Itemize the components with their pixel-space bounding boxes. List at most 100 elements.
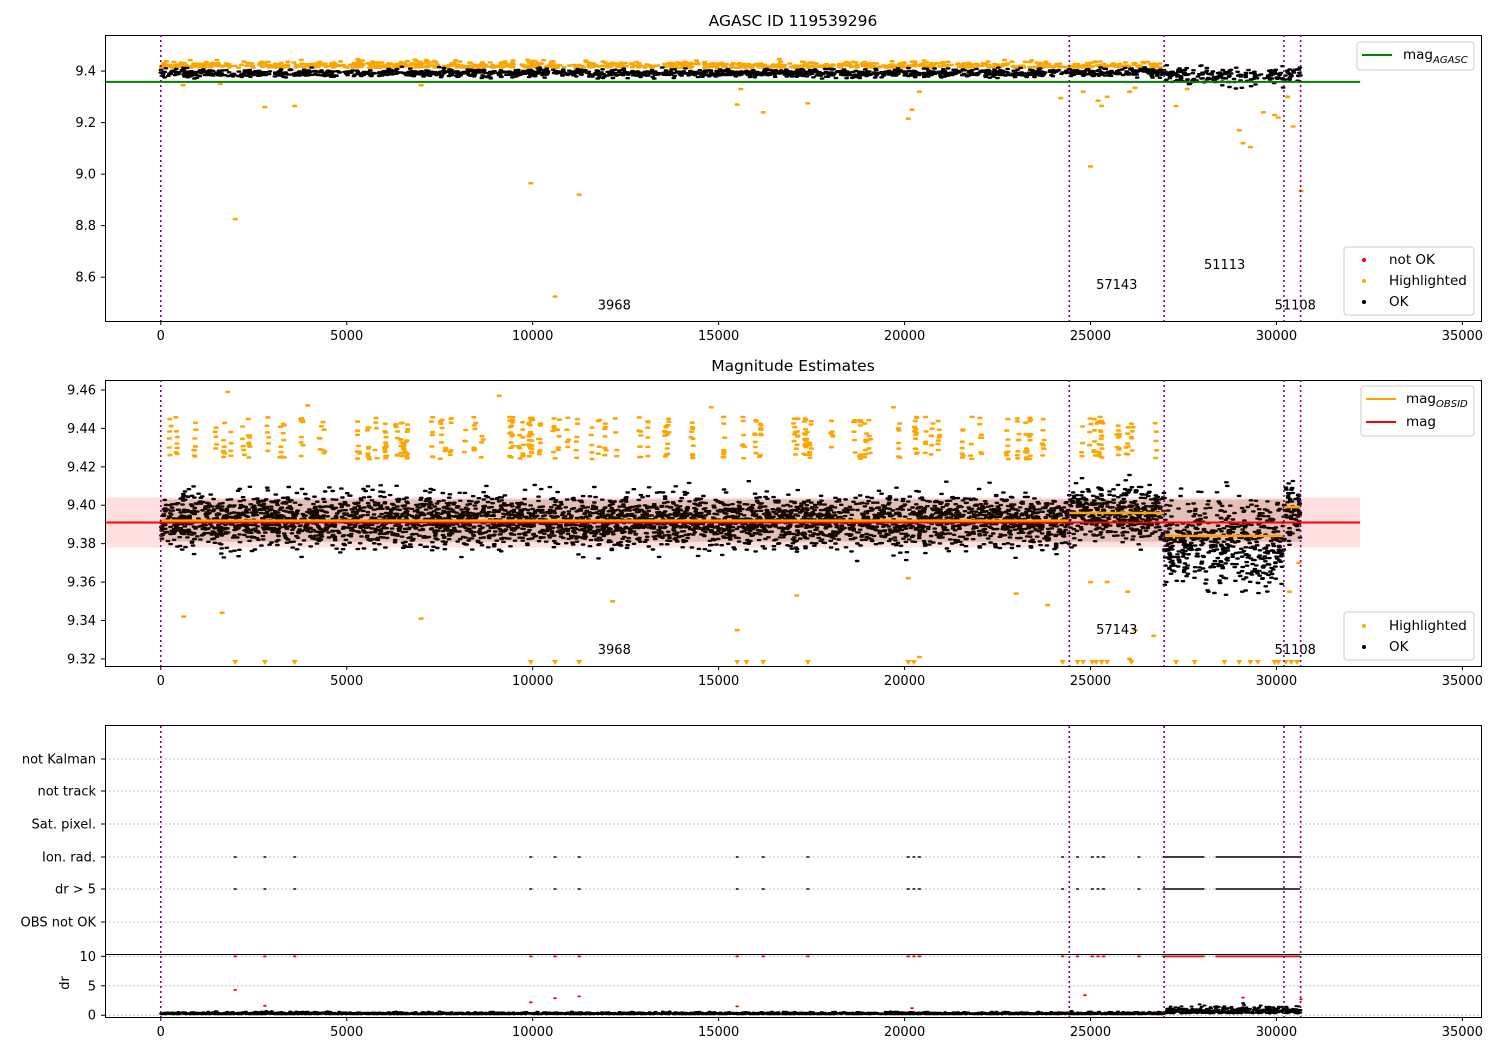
legend-label-not-ok: not OK: [1389, 252, 1436, 268]
panel-flags: not Kalman not track Sat. pixel. Ion. rad. d…: [21, 725, 1482, 955]
y-tick-label: 5: [88, 979, 96, 994]
legend-label-ok-2: OK: [1389, 639, 1410, 655]
clipped-marker: [1098, 660, 1105, 665]
clipped-marker: [910, 660, 917, 665]
x-tick-label: 10000: [512, 1025, 553, 1040]
x-tick-label: 25000: [1070, 674, 1111, 689]
panel-dr-frame: [105, 954, 1482, 1018]
flag-label: Ion. rad.: [42, 851, 96, 866]
panel-magnitude-frame: [105, 380, 1482, 667]
x-tick-label: 5000: [330, 329, 363, 344]
flag-markers: [233, 856, 1301, 890]
x-tick-label: 5000: [330, 674, 363, 689]
legend-dot-ok-2: [1362, 645, 1366, 649]
x-tick-label: 0: [157, 674, 165, 689]
x-tick-label: 25000: [1070, 1025, 1111, 1040]
clipped-marker: [1074, 660, 1081, 665]
panel-magnitude-lines: [105, 505, 1361, 538]
legend-dot-highlighted-2: [1362, 624, 1366, 628]
flag-labels: not Kalman not track Sat. pixel. Ion. rad. d…: [21, 753, 105, 931]
panel-agasc-y-axis: 8.6 8.8 9.0 9.2 9.4: [75, 65, 105, 286]
clipped-marker: [760, 660, 767, 665]
obsid-annotation: 51108: [1275, 298, 1316, 313]
legend-agasc-mag: magAGASC: [1356, 41, 1475, 71]
clipped-marker: [734, 660, 741, 665]
clipped-marker: [1254, 660, 1261, 665]
legend-label-ok: OK: [1389, 294, 1410, 310]
dr-points: [159, 955, 1303, 1016]
clipped-marker: [551, 660, 558, 665]
dr-x-axis: 0 5000 10000 15000 20000 25000 30000 35000: [157, 1017, 1483, 1040]
x-tick-label: 20000: [884, 674, 925, 689]
clipped-marker: [1191, 660, 1198, 665]
legend-label-mag-obsid: mag: [1406, 391, 1436, 407]
event-lines: [159, 35, 1302, 1017]
panel-dr: 0 5 10 0 5000 10000 15000 20000 25000 30000 35000…: [58, 950, 1483, 1040]
clipped-marker: [291, 660, 298, 665]
legend-label-mag: mag: [1406, 414, 1436, 430]
legend-dot-not-ok: [1362, 258, 1366, 262]
y-tick-label: 9.36: [67, 576, 96, 591]
x-tick-label: 0: [157, 329, 165, 344]
y-tick-label: 9.4: [75, 65, 96, 80]
legend-magnitude-lines: magOBSID mag: [1360, 385, 1475, 437]
clipped-marker: [576, 660, 583, 665]
clipped-marker: [1093, 660, 1100, 665]
y-tick-label: 9.42: [67, 460, 96, 475]
clipped-marker: [527, 660, 534, 665]
clipped-marker: [1288, 660, 1295, 665]
x-tick-label: 20000: [884, 329, 925, 344]
flag-label: Sat. pixel.: [32, 818, 96, 833]
clipped-marker: [1173, 660, 1180, 665]
obsid-annotation: 57143: [1096, 278, 1137, 293]
x-tick-label: 30000: [1256, 329, 1297, 344]
legend-sub-mag-obsid: OBSID: [1436, 399, 1468, 410]
legend-sub-mag-agasc: AGASC: [1432, 55, 1468, 66]
panel-magnitude-estimates: Magnitude Estimates 9.32 9.34 9.36 9.38 9.40…: [67, 357, 1483, 689]
x-tick-label: 15000: [698, 1025, 739, 1040]
panel-magnitude-x-axis: 0 5000 10000 15000 20000 25000 30000 35000: [157, 666, 1483, 689]
legend-label-highlighted-2: Highlighted: [1389, 618, 1467, 634]
clipped-marker: [743, 660, 750, 665]
x-tick-label: 5000: [330, 1025, 363, 1040]
y-tick-label: 9.34: [67, 614, 96, 629]
flag-label: not track: [37, 785, 96, 800]
x-tick-label: 35000: [1442, 674, 1483, 689]
clipped-marker: [261, 660, 268, 665]
ok-points: [159, 473, 1303, 596]
dr-flagged-points: [233, 955, 1303, 1010]
y-tick-label: 9.38: [67, 537, 96, 552]
panel-magnitude-y-axis: 9.32 9.34 9.36 9.38 9.40 9.42 9.44 9.46: [67, 383, 105, 667]
dr-y-axis: 0 5 10: [79, 950, 105, 1024]
panel-magnitude-title: Magnitude Estimates: [711, 357, 875, 375]
y-tick-label: 10: [79, 950, 96, 965]
clipped-marker: [1059, 660, 1066, 665]
x-tick-label: 15000: [698, 329, 739, 344]
clipped-marker: [1080, 660, 1087, 665]
y-tick-label: 8.8: [75, 219, 96, 234]
clipped-marker: [1104, 660, 1111, 665]
obsid-annotation: 57143: [1096, 623, 1137, 638]
panel-agasc-points: [158, 57, 1304, 298]
panel-agasc-frame: [105, 35, 1482, 322]
obsid-annotation: 3968: [598, 643, 631, 658]
clipped-marker: [1293, 660, 1300, 665]
y-tick-label: 0: [88, 1009, 96, 1024]
obsid-annotation: 51108: [1275, 643, 1316, 658]
clipped-marker: [1247, 660, 1254, 665]
clipped-marker: [1221, 660, 1228, 665]
clipped-marker: [1275, 660, 1282, 665]
x-tick-label: 30000: [1256, 674, 1297, 689]
panel-agasc-title: AGASC ID 119539296: [709, 12, 878, 30]
y-tick-label: 8.6: [75, 271, 96, 286]
ok-points: [158, 64, 1303, 90]
y-tick-label: 9.2: [75, 116, 96, 131]
svg-text:magOBSID: magOBSID: [1406, 391, 1468, 410]
legend-agasc-status: not OK Highlighted OK: [1343, 246, 1475, 316]
clipped-marker: [232, 660, 239, 665]
x-tick-label: 25000: [1070, 329, 1111, 344]
clipped-marker: [1236, 660, 1243, 665]
legend-dot-ok: [1362, 300, 1366, 304]
flag-label: not Kalman: [22, 753, 96, 768]
